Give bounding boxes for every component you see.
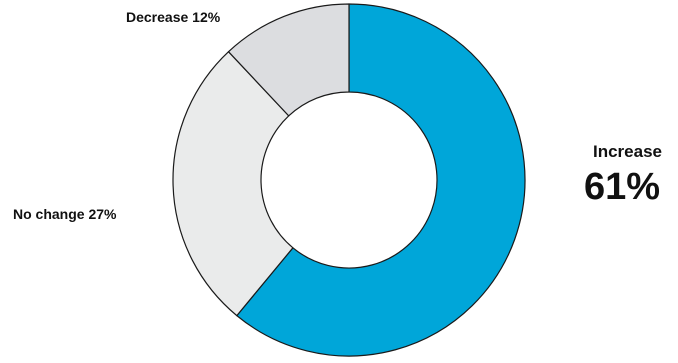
no-change-label: No change 27% (13, 206, 117, 222)
increase-value: 61% (584, 166, 661, 208)
decrease-label: Decrease 12% (126, 9, 221, 25)
slice-decrease (227, 3, 350, 117)
increase-label: Increase (593, 142, 662, 161)
slice-increase (236, 3, 526, 357)
slice-no-change (172, 51, 294, 317)
